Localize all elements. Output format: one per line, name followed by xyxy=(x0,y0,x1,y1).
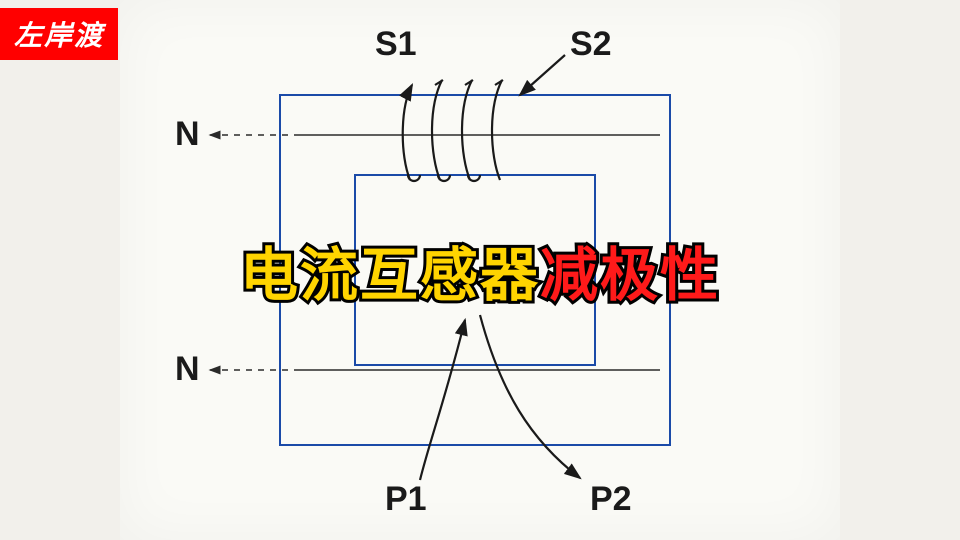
label-p2: P2 xyxy=(590,480,632,518)
label-n1: N xyxy=(175,115,200,153)
label-s1: S1 xyxy=(375,25,417,63)
title-part2: 减极性 xyxy=(540,228,720,312)
title-part1: 电流互感器 xyxy=(240,228,540,312)
label-s2: S2 xyxy=(570,25,612,63)
label-p1: P1 xyxy=(385,480,427,518)
label-n2: N xyxy=(175,350,200,388)
title-overlay: 电流互感器减极性 xyxy=(240,228,720,312)
